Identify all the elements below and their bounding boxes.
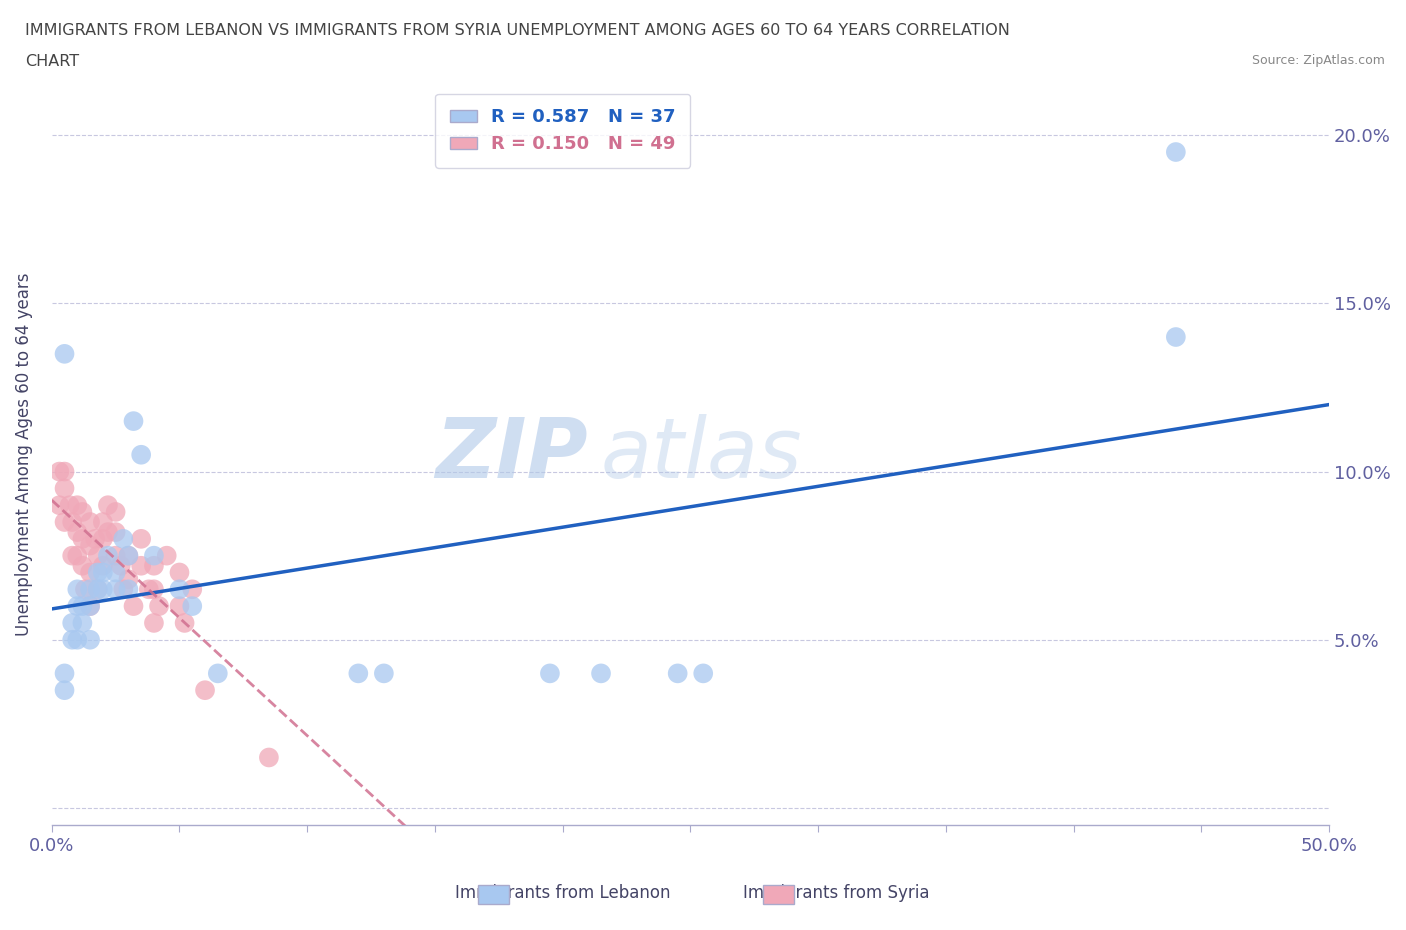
Point xyxy=(97,548,120,563)
Point xyxy=(87,582,110,597)
Point xyxy=(79,538,101,553)
Point xyxy=(97,498,120,512)
Point xyxy=(207,666,229,681)
Text: ZIP: ZIP xyxy=(436,414,588,496)
Point xyxy=(79,514,101,529)
Point xyxy=(169,582,191,597)
Point xyxy=(66,599,89,614)
Point xyxy=(129,558,152,573)
Point xyxy=(79,632,101,647)
Text: Immigrants from Syria: Immigrants from Syria xyxy=(744,884,929,902)
Point xyxy=(181,582,204,597)
Point xyxy=(129,447,152,462)
Text: CHART: CHART xyxy=(25,54,79,69)
Point xyxy=(79,599,101,614)
Point xyxy=(60,616,83,631)
Point xyxy=(538,666,561,681)
Point xyxy=(122,599,145,614)
Point xyxy=(48,498,70,512)
Point xyxy=(142,558,165,573)
Point xyxy=(66,582,89,597)
Point xyxy=(53,481,76,496)
Point xyxy=(53,683,76,698)
Point xyxy=(104,525,127,539)
Point xyxy=(257,750,280,764)
Point xyxy=(1164,144,1187,159)
Point xyxy=(104,565,127,580)
Point xyxy=(79,599,101,614)
Point xyxy=(148,599,170,614)
Point xyxy=(73,582,96,597)
Point xyxy=(173,616,195,631)
Point xyxy=(194,683,217,698)
Point xyxy=(112,531,135,546)
Point xyxy=(53,464,76,479)
Point xyxy=(66,498,89,512)
Point xyxy=(142,548,165,563)
Point xyxy=(97,525,120,539)
Point xyxy=(117,548,139,563)
Point xyxy=(66,632,89,647)
Point xyxy=(1164,329,1187,344)
Point xyxy=(347,666,370,681)
Point xyxy=(169,599,191,614)
Text: IMMIGRANTS FROM LEBANON VS IMMIGRANTS FROM SYRIA UNEMPLOYMENT AMONG AGES 60 TO 6: IMMIGRANTS FROM LEBANON VS IMMIGRANTS FR… xyxy=(25,23,1010,38)
Point xyxy=(373,666,395,681)
Point xyxy=(129,531,152,546)
Point xyxy=(60,514,83,529)
Point xyxy=(48,464,70,479)
Point xyxy=(87,582,110,597)
Point xyxy=(138,582,160,597)
Point xyxy=(112,582,135,597)
Point xyxy=(66,548,89,563)
Point xyxy=(117,582,139,597)
Point xyxy=(91,582,114,597)
Point xyxy=(59,498,82,512)
Point xyxy=(72,616,94,631)
Point xyxy=(72,504,94,519)
Point xyxy=(84,531,107,546)
Point xyxy=(91,531,114,546)
Point xyxy=(104,548,127,563)
Point xyxy=(79,582,101,597)
Point xyxy=(60,632,83,647)
Point xyxy=(53,666,76,681)
Point xyxy=(169,565,191,580)
Point xyxy=(692,666,714,681)
Point xyxy=(104,582,127,597)
Point xyxy=(122,414,145,429)
Point xyxy=(60,548,83,563)
Point xyxy=(142,582,165,597)
Point xyxy=(117,572,139,587)
Point xyxy=(72,599,94,614)
Point xyxy=(79,565,101,580)
Point xyxy=(181,599,204,614)
Point xyxy=(117,548,139,563)
Y-axis label: Unemployment Among Ages 60 to 64 years: Unemployment Among Ages 60 to 64 years xyxy=(15,273,32,636)
Point xyxy=(589,666,612,681)
Point xyxy=(142,616,165,631)
Legend: R = 0.587   N = 37, R = 0.150   N = 49: R = 0.587 N = 37, R = 0.150 N = 49 xyxy=(436,94,690,167)
Point xyxy=(53,346,76,361)
Text: Source: ZipAtlas.com: Source: ZipAtlas.com xyxy=(1251,54,1385,67)
Point xyxy=(104,504,127,519)
Point xyxy=(53,514,76,529)
Text: atlas: atlas xyxy=(600,414,803,496)
Point xyxy=(87,565,110,580)
Text: Immigrants from Lebanon: Immigrants from Lebanon xyxy=(454,884,671,902)
Point xyxy=(91,558,114,573)
Point xyxy=(72,558,94,573)
Point xyxy=(72,531,94,546)
Point xyxy=(156,548,179,563)
Point xyxy=(66,525,89,539)
Point xyxy=(87,548,110,563)
Point xyxy=(666,666,689,681)
Point xyxy=(91,565,114,580)
Point xyxy=(110,558,132,573)
Point xyxy=(91,514,114,529)
